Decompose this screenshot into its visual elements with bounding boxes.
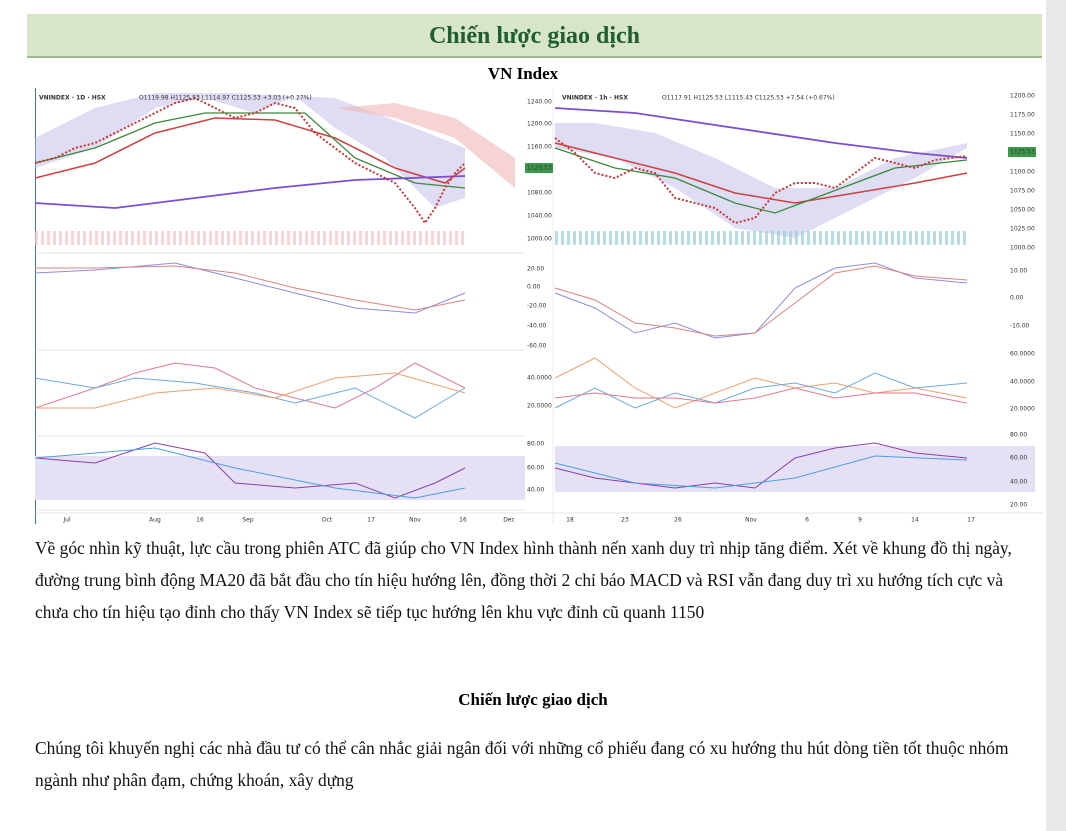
axis-label: 40.00 bbox=[527, 487, 544, 494]
axis-label: 1175.00 bbox=[1010, 112, 1035, 119]
axis-label: 10.00 bbox=[1010, 268, 1027, 275]
axis-label: 1240.00 bbox=[527, 99, 552, 106]
axis-label: 1000.00 bbox=[1010, 245, 1035, 252]
x-label: 16 bbox=[459, 517, 467, 524]
axis-label: 20.0000 bbox=[527, 403, 552, 410]
axis-label: -10.00 bbox=[1010, 323, 1030, 330]
axis-label: 60.0000 bbox=[1010, 351, 1035, 358]
axis-label: 20.00 bbox=[1010, 502, 1027, 509]
axis-label: 1200.00 bbox=[527, 121, 552, 128]
axis-label: 1150.00 bbox=[1010, 131, 1035, 138]
axis-label: 0.00 bbox=[527, 284, 541, 291]
x-label: Dec bbox=[503, 517, 515, 524]
axis-label: 40.00 bbox=[1010, 479, 1027, 486]
axis-label: 1075.00 bbox=[1010, 188, 1035, 195]
x-label: Nov bbox=[745, 517, 757, 524]
axis-label: 1200.00 bbox=[1010, 93, 1035, 100]
paragraph: Chúng tôi khuyến nghị các nhà đầu tư có … bbox=[35, 738, 1009, 790]
axis-label: 1025.00 bbox=[1010, 226, 1035, 233]
x-label: Sep bbox=[242, 517, 254, 524]
section-heading: Chiến lược giao dịch bbox=[458, 690, 608, 709]
x-label: 14 bbox=[911, 517, 919, 524]
x-label: 18 bbox=[566, 517, 574, 524]
price-badge bbox=[525, 163, 553, 173]
axis-label: -40.00 bbox=[527, 323, 547, 330]
x-label: Jul bbox=[62, 517, 71, 524]
axis-label: 40.0000 bbox=[1010, 379, 1035, 386]
axis-label: 1125.53 bbox=[1010, 149, 1035, 156]
page-edge bbox=[1046, 0, 1066, 831]
axis-label: 60.00 bbox=[527, 465, 544, 472]
axis-label: -20.00 bbox=[527, 303, 547, 310]
section-title: VN Index bbox=[487, 64, 559, 83]
x-label: 23 bbox=[621, 517, 629, 524]
paragraph: Về góc nhìn kỹ thuật, lực cầu trong phiê… bbox=[35, 538, 1012, 622]
x-label: Oct bbox=[322, 517, 333, 524]
axis-label: 1100.00 bbox=[1010, 169, 1035, 176]
x-label: 17 bbox=[367, 517, 375, 524]
axis-label: 1080.00 bbox=[527, 190, 552, 197]
chart-ohlc: O1119.98 H1125.53 L1114.97 C1125.53 +3.0… bbox=[139, 95, 312, 102]
x-label: Aug bbox=[149, 517, 161, 524]
axis-label: 0.00 bbox=[1010, 295, 1024, 302]
chart-symbol: VNINDEX · 1h · HSX bbox=[562, 95, 628, 102]
axis-label: 60.00 bbox=[1010, 455, 1027, 462]
axis-label: 80.00 bbox=[1010, 432, 1027, 439]
chart-ohlc: O1117.91 H1125.53 L1115.43 C1125.53 +7.5… bbox=[662, 95, 835, 102]
x-label: 26 bbox=[674, 517, 682, 524]
axis-label: 1160.00 bbox=[527, 144, 552, 151]
chart-symbol: VNINDEX · 1D · HSX bbox=[39, 95, 106, 102]
x-label: 6 bbox=[805, 517, 809, 524]
axis-label: 40.0000 bbox=[527, 375, 552, 382]
axis-label: 1050.00 bbox=[1010, 207, 1035, 214]
axis-label: 1040.00 bbox=[527, 213, 552, 220]
price-badge bbox=[1008, 147, 1036, 157]
chart-image: VNINDEX · 1D · HSX O1119.98 H1125.53 L111… bbox=[35, 88, 1043, 528]
axis-label: 1125.53 bbox=[527, 165, 552, 172]
x-label: 9 bbox=[858, 517, 862, 524]
x-label: Nov bbox=[409, 517, 421, 524]
x-label: 16 bbox=[196, 517, 204, 524]
axis-label: 1000.00 bbox=[527, 236, 552, 243]
axis-label: 20.00 bbox=[527, 266, 544, 273]
x-label: 17 bbox=[967, 517, 975, 524]
axis-label: 80.00 bbox=[527, 441, 544, 448]
axis-label: 20.0000 bbox=[1010, 406, 1035, 413]
axis-label: -60.00 bbox=[527, 343, 547, 350]
banner-title: Chiến lược giao dịch bbox=[27, 14, 1042, 58]
